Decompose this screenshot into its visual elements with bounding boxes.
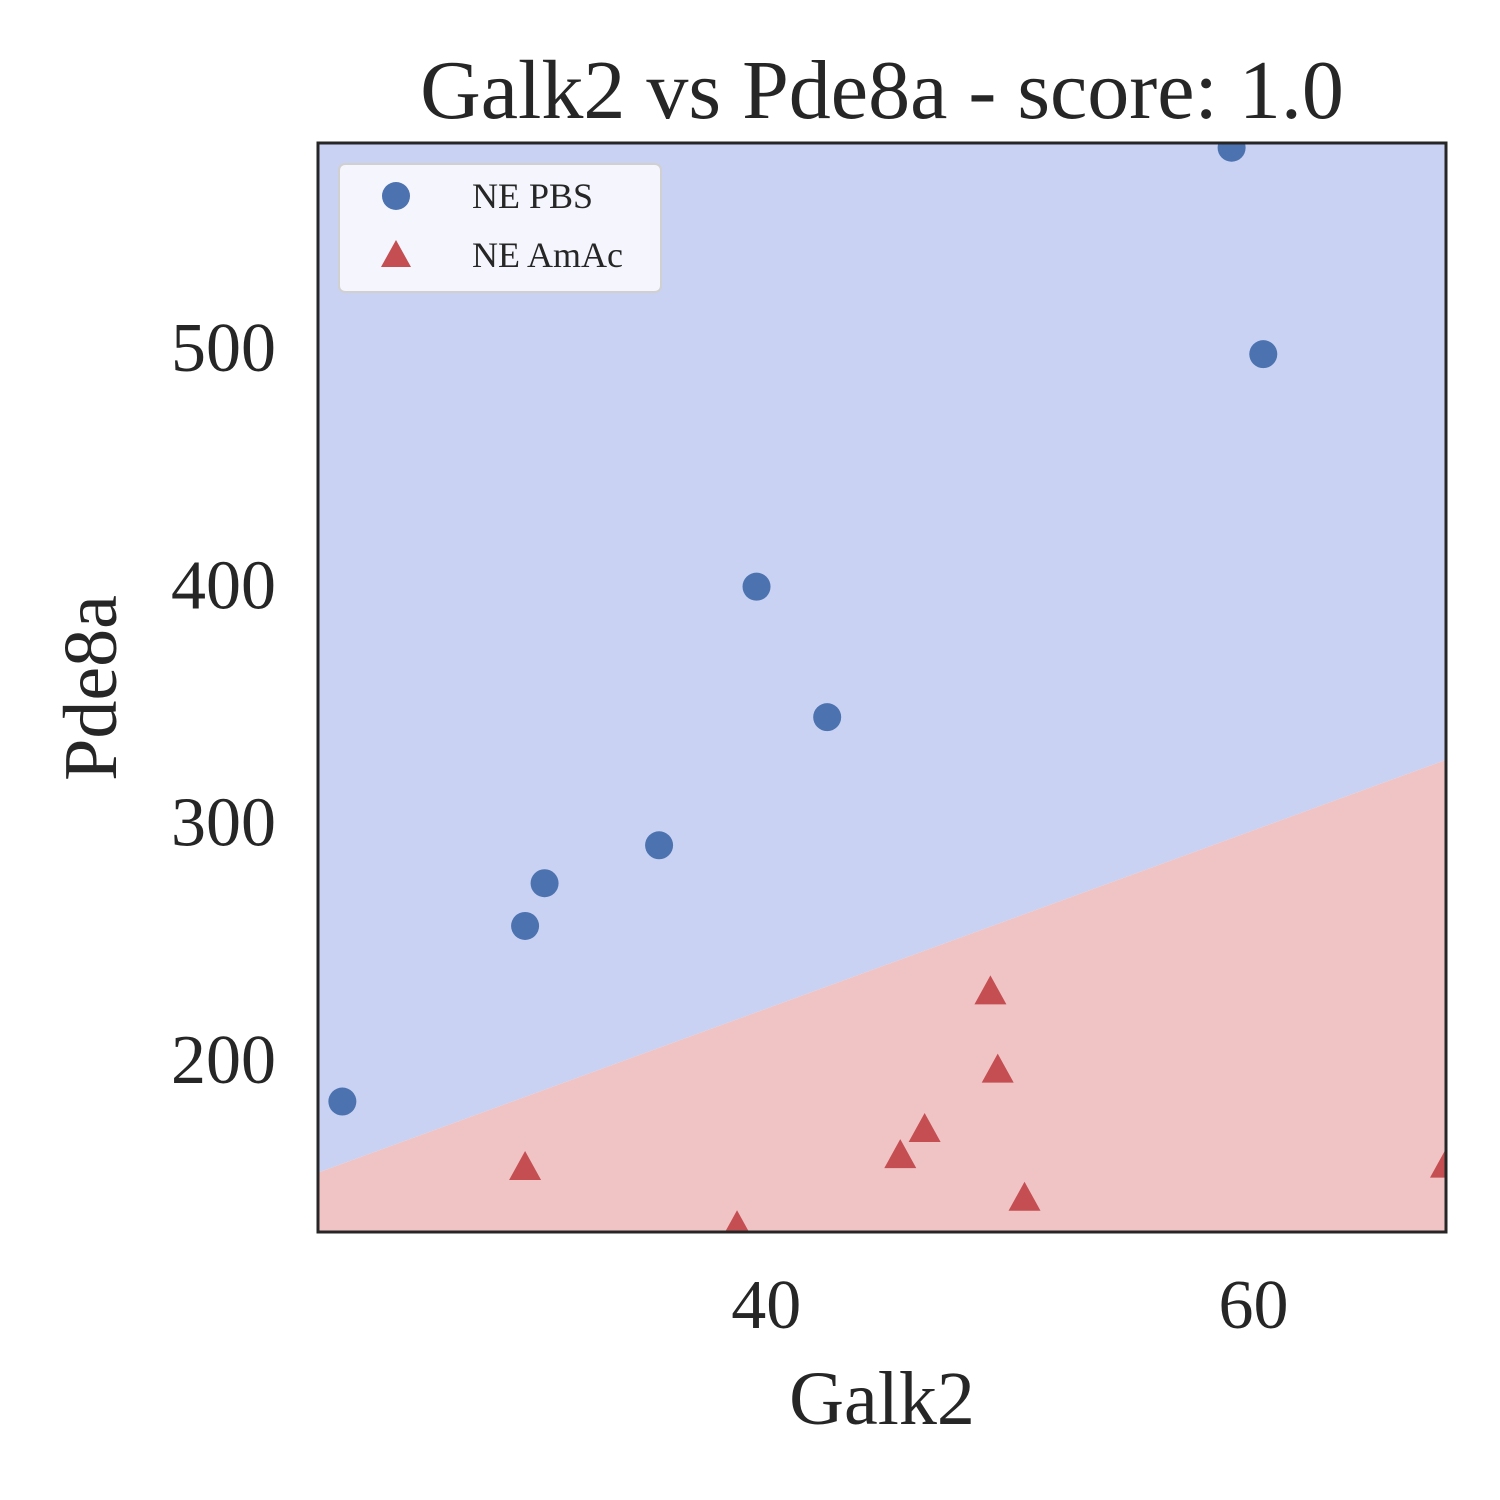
point-ne-pbs: [645, 831, 674, 860]
point-ne-pbs: [813, 703, 842, 732]
point-ne-pbs: [742, 572, 771, 601]
point-ne-pbs: [511, 911, 540, 940]
region-ne-pbs: [318, 143, 1446, 1173]
point-ne-amac: [1430, 1148, 1446, 1178]
region-ne-amac: [318, 759, 1446, 1232]
y-axis-label: Pde8a: [49, 595, 133, 781]
chart-title: Galk2 vs Pde8a - score: 1.0: [420, 44, 1344, 137]
y-tick-label: 400: [171, 547, 276, 624]
legend: NE PBS NE AmAc: [338, 163, 662, 293]
point-ne-amac: [1008, 1181, 1041, 1211]
x-tick-label: 60: [1219, 1267, 1289, 1344]
point-ne-amac: [908, 1112, 941, 1142]
point-ne-amac: [974, 975, 1007, 1005]
y-tick-label: 500: [171, 310, 276, 387]
legend-marker-ne-amac: [381, 240, 411, 267]
y-axis-ticks: 200 300 400 500: [171, 310, 276, 1099]
data-points: [328, 143, 1446, 1232]
legend-label-ne-pbs: NE PBS: [472, 176, 593, 216]
y-tick-label: 300: [171, 785, 276, 862]
point-ne-amac: [981, 1053, 1014, 1083]
point-ne-pbs: [1249, 340, 1278, 369]
point-ne-pbs: [328, 1087, 357, 1116]
legend-label-ne-amac: NE AmAc: [472, 235, 623, 275]
point-ne-amac: [509, 1150, 542, 1180]
y-tick-label: 200: [171, 1022, 276, 1099]
x-tick-label: 40: [731, 1267, 801, 1344]
decision-regions: [318, 143, 1446, 1232]
point-ne-amac: [725, 1210, 750, 1232]
legend-box: [338, 163, 662, 293]
point-ne-pbs: [530, 869, 559, 898]
point-ne-pbs: [1217, 143, 1246, 162]
x-axis-label: Galk2: [789, 1357, 975, 1441]
plot-frame: [316, 141, 1448, 1234]
point-ne-amac: [884, 1139, 917, 1169]
x-axis-ticks: 40 60: [731, 1267, 1288, 1344]
legend-marker-ne-pbs: [382, 182, 410, 210]
